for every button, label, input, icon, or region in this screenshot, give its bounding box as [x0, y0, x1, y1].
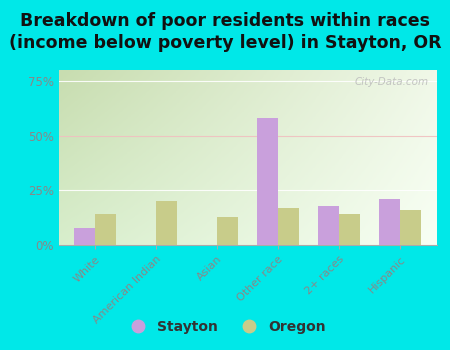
Bar: [339, 214, 360, 245]
Text: City-Data.com: City-Data.com: [355, 77, 429, 87]
Bar: [74, 228, 95, 245]
Bar: [378, 199, 400, 245]
Text: Breakdown of poor residents within races
(income below poverty level) in Stayton: Breakdown of poor residents within races…: [9, 12, 441, 52]
Bar: [278, 208, 299, 245]
Bar: [217, 217, 239, 245]
Bar: [95, 214, 117, 245]
Legend: Stayton, Oregon: Stayton, Oregon: [118, 314, 332, 340]
Bar: [156, 201, 177, 245]
Bar: [400, 210, 421, 245]
Bar: [318, 206, 339, 245]
Bar: [256, 118, 278, 245]
